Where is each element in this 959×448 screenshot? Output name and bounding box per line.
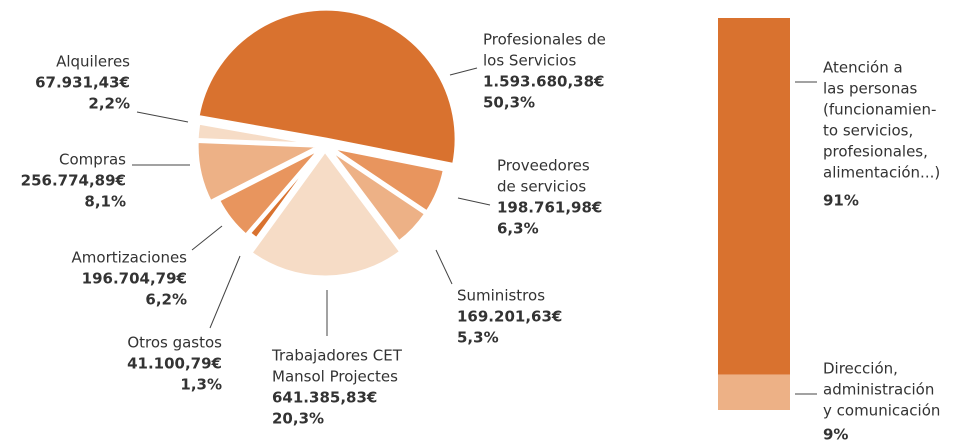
bar-segment — [718, 18, 790, 375]
pie-slice — [196, 7, 458, 167]
value-label: 256.774,89€ — [21, 172, 126, 190]
slice-label: Proveedores — [497, 157, 590, 175]
pie-slice — [329, 145, 447, 214]
percent-label: 5,3% — [457, 329, 499, 347]
value-label: 67.931,43€ — [35, 74, 130, 92]
leader-line — [435, 249, 453, 285]
leader-line — [457, 197, 491, 206]
slice-label: Mansol Projectes — [272, 368, 398, 386]
pie-slice — [216, 147, 322, 238]
value-label: 9% — [823, 426, 848, 444]
pie-slice — [195, 139, 325, 204]
pie-slice — [195, 121, 320, 146]
segment-label: Dirección, — [823, 360, 898, 378]
value-label: 641.385,83€ — [272, 389, 377, 407]
slice-label: Profesionales de — [483, 31, 606, 49]
segment-label: (funcionamien- — [823, 101, 936, 119]
segment-label: Atención a — [823, 59, 903, 77]
percent-label: 8,1% — [84, 193, 126, 211]
value-label: 198.761,98€ — [497, 199, 602, 217]
segment-label: y comunicación — [823, 402, 940, 420]
slice-label: Amortizaciones — [72, 249, 188, 267]
percent-label: 50,3% — [483, 94, 535, 112]
percent-label: 6,3% — [497, 220, 539, 238]
value-label: 169.201,63€ — [457, 308, 562, 326]
segment-label: las personas — [823, 80, 918, 98]
value-label: 41.100,79€ — [127, 355, 222, 373]
leader-line — [449, 67, 478, 76]
slice-label: los Servicios — [483, 52, 576, 70]
percent-label: 1,3% — [180, 376, 222, 394]
bar-segment — [718, 374, 790, 410]
value-label: 1.593.680,38€ — [483, 73, 604, 91]
percent-label: 2,2% — [88, 95, 130, 113]
percent-label: 6,2% — [145, 291, 187, 309]
value-label: 196.704,79€ — [82, 270, 187, 288]
slice-label: Compras — [59, 151, 126, 169]
value-label: 91% — [823, 192, 859, 210]
slice-label: Suministros — [457, 287, 545, 305]
slice-label: de servicios — [497, 178, 586, 196]
leader-line — [209, 255, 241, 329]
pie-slice — [248, 148, 403, 279]
slice-label: Otros gastos — [127, 334, 222, 352]
percent-label: 20,3% — [272, 410, 324, 428]
segment-label: administración — [823, 381, 934, 399]
leader-line — [136, 111, 189, 123]
segment-label: profesionales, — [823, 143, 928, 161]
pie-slice — [328, 147, 428, 244]
segment-label: to servicios, — [823, 122, 913, 140]
leader-line — [191, 225, 223, 251]
slice-label: Alquileres — [56, 53, 130, 71]
segment-label: alimentación...) — [823, 164, 940, 182]
slice-label: Trabajadores CET — [271, 347, 403, 365]
